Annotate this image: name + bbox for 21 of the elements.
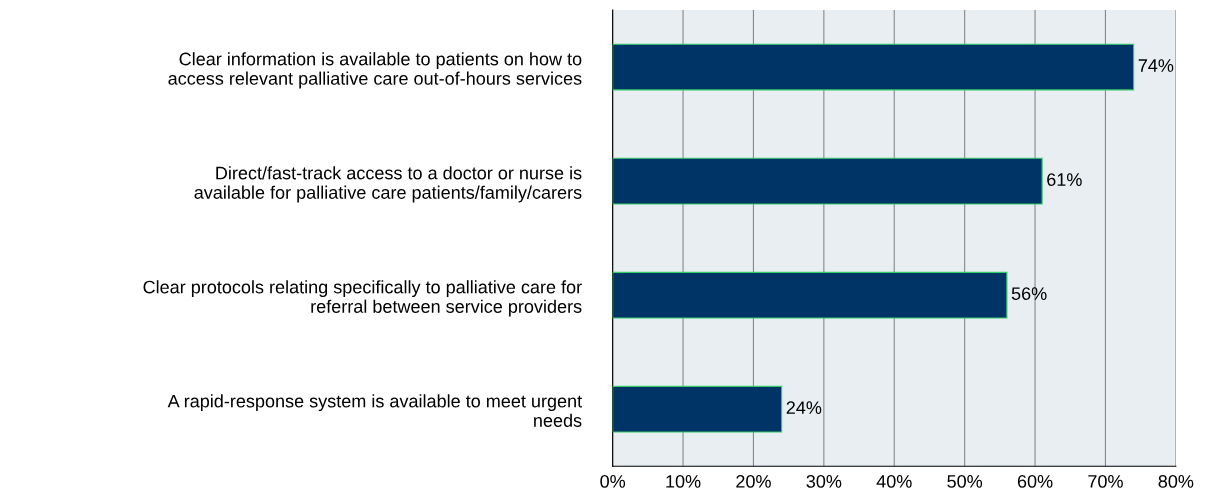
x-tick-label: 10% [666,475,701,488]
bar [612,157,1043,205]
y-tick-label: Clear information is available to patients on how to access relevant palliative care out-of-hours services [168,52,582,89]
bar [612,271,1008,319]
x-tick-label: 70% [1088,475,1123,488]
x-tick-label: 50% [947,475,983,488]
x-tick-label: 80% [1158,475,1194,488]
x-tick-label: 20% [736,475,771,488]
x-tick-label: 0% [600,475,626,488]
y-tick-label: A rapid-response system is available to meet urgent needs [167,394,582,427]
bar [612,385,783,433]
x-tick-label: 60% [1017,475,1053,488]
y-tick-label: Clear protocols relating specifically to palliative care for referral between service providers [143,280,582,317]
x-tick-label: 30% [806,475,842,488]
data-label: 61% [1047,173,1082,186]
data-label: 74% [1138,59,1174,72]
x-tick-label: 40% [876,475,912,488]
bar [612,43,1135,91]
y-tick-label: Direct/fast-track access to a doctor or nurse is available for palliative care patients/family/carers [194,166,582,203]
data-label: 56% [1011,287,1047,300]
data-label: 24% [786,401,822,414]
